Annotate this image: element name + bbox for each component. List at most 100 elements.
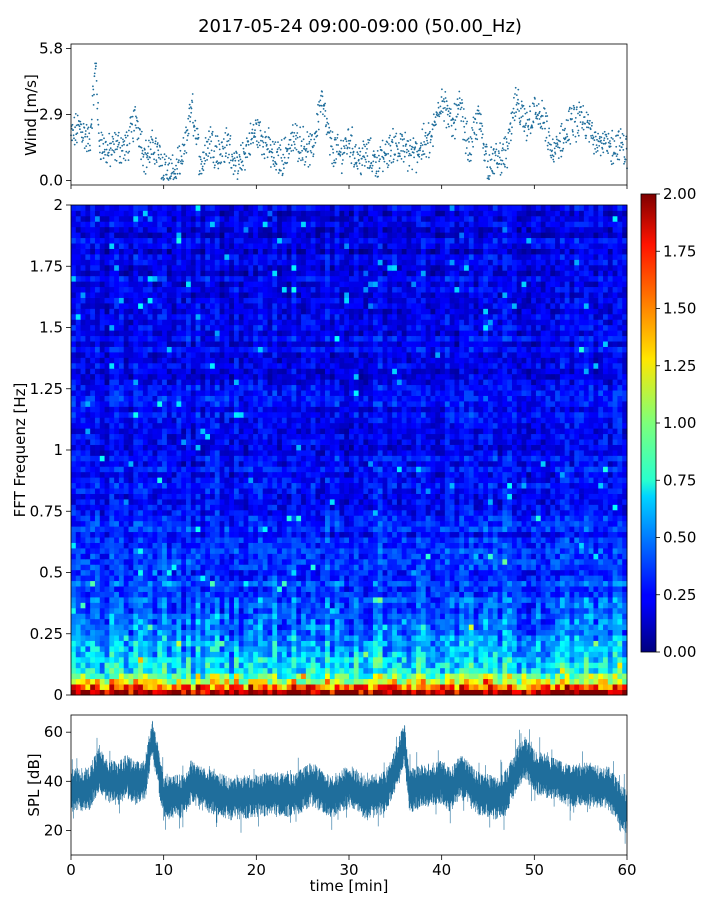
spectrogram-cell [531, 586, 537, 592]
spectrogram-cell [128, 548, 134, 554]
wind-point [80, 131, 82, 134]
spectrogram-cell [142, 689, 149, 696]
spectrogram-cell [109, 656, 115, 663]
wind-point [263, 157, 266, 160]
spectrogram-cell [277, 662, 283, 669]
spectrogram-cell [430, 629, 436, 636]
spectrogram-cell [75, 667, 81, 674]
spectrogram-cell [574, 640, 580, 647]
wind-point [209, 136, 212, 138]
spectrogram-cell [569, 537, 575, 543]
spectrogram-cell [401, 629, 407, 636]
wind-point [424, 131, 427, 134]
spectrogram-cell [392, 684, 398, 690]
wind-point [548, 127, 550, 130]
spectrogram-cell [473, 548, 479, 554]
spectrogram-cell [166, 662, 173, 669]
spectrogram-cell [214, 629, 220, 636]
spectrogram-cell [291, 564, 297, 571]
spectrogram-cell [574, 548, 580, 554]
wind-point [415, 142, 418, 145]
wind-point [594, 135, 597, 138]
wind-point [103, 151, 106, 153]
spectrogram-cell [166, 548, 173, 554]
spectrogram-cell [526, 564, 532, 571]
wind-point [554, 151, 556, 154]
spectrogram-cell [286, 607, 292, 614]
spectrogram-cell [521, 553, 527, 560]
spectrogram-cell [214, 597, 220, 603]
spectrogram-cell [550, 640, 556, 647]
spectrogram-cell [574, 558, 580, 565]
wind-point [245, 137, 248, 140]
spectrogram-cell [219, 689, 225, 696]
wind-point [370, 161, 373, 164]
spectrogram-cell [114, 575, 120, 582]
spectrogram-cell [583, 684, 590, 690]
spectrogram-cell [233, 542, 240, 549]
wind-point [426, 142, 429, 145]
spectrogram-cell [387, 607, 393, 614]
spectrogram-cell [473, 564, 479, 571]
spectrogram-cell [214, 569, 220, 576]
spectrogram-cell [344, 537, 350, 543]
spectrogram-cell [588, 575, 594, 582]
spectrogram-cell [233, 656, 240, 663]
spectrogram-cell [612, 684, 618, 690]
wind-point [281, 160, 283, 162]
wind-point [76, 114, 79, 117]
wind-point [96, 118, 99, 121]
spectrogram-cell [396, 531, 403, 538]
spectrogram-cell [229, 667, 235, 674]
spectrogram-cell [425, 586, 431, 592]
spectrogram-cell [372, 575, 379, 582]
spectrogram-cell [372, 537, 379, 543]
spectrogram-cell [310, 635, 316, 641]
wind-point [73, 137, 75, 140]
wind-point [329, 153, 331, 156]
spectrogram-cell [540, 548, 546, 554]
spectrogram-cell [80, 646, 86, 652]
spectrogram-cell [123, 558, 129, 565]
spectrogram-cell [80, 548, 86, 554]
spectrogram-cell [291, 673, 297, 680]
spectrogram-cell [224, 591, 230, 598]
spectrogram-cell [296, 635, 302, 641]
spectrogram-cell [291, 662, 297, 669]
wind-point [304, 161, 307, 163]
wind-point [518, 110, 520, 112]
wind-point [211, 134, 214, 136]
wind-point [605, 135, 608, 138]
spectrogram-cell [559, 689, 566, 696]
spectrogram-cell [617, 613, 623, 620]
spectrogram-cell [205, 564, 211, 571]
spectrogram-cell [425, 558, 431, 565]
wind-point [382, 158, 385, 160]
spectrogram-cell [325, 667, 331, 674]
spectrogram-cell [133, 558, 139, 565]
spectrogram-cell [162, 542, 168, 549]
spectrogram-cell [617, 689, 623, 696]
spectrogram-cell [449, 531, 455, 538]
spectrogram-cell [550, 569, 556, 576]
wind-point [159, 158, 162, 160]
spectrogram-cell [617, 673, 623, 680]
wind-point [202, 151, 205, 154]
spectrogram-cell [219, 624, 225, 631]
spectrogram-cell [75, 624, 81, 631]
wind-point [448, 115, 451, 118]
spectrogram-cell [550, 553, 556, 560]
spectrogram-cell [396, 635, 403, 641]
spectrogram-cell [157, 542, 163, 549]
spectrogram-cell [133, 575, 139, 582]
wind-point [363, 143, 365, 146]
spectrogram-cell [253, 564, 259, 571]
spectrogram-cell [80, 678, 86, 685]
spectrogram-cell [320, 607, 326, 614]
wind-point [148, 139, 150, 142]
spectrogram-cell [502, 591, 508, 598]
spectrogram-cell [607, 662, 614, 669]
spectrogram-cell [507, 689, 513, 696]
spectrogram-cell [555, 678, 561, 685]
spectrogram-cell [416, 667, 422, 674]
